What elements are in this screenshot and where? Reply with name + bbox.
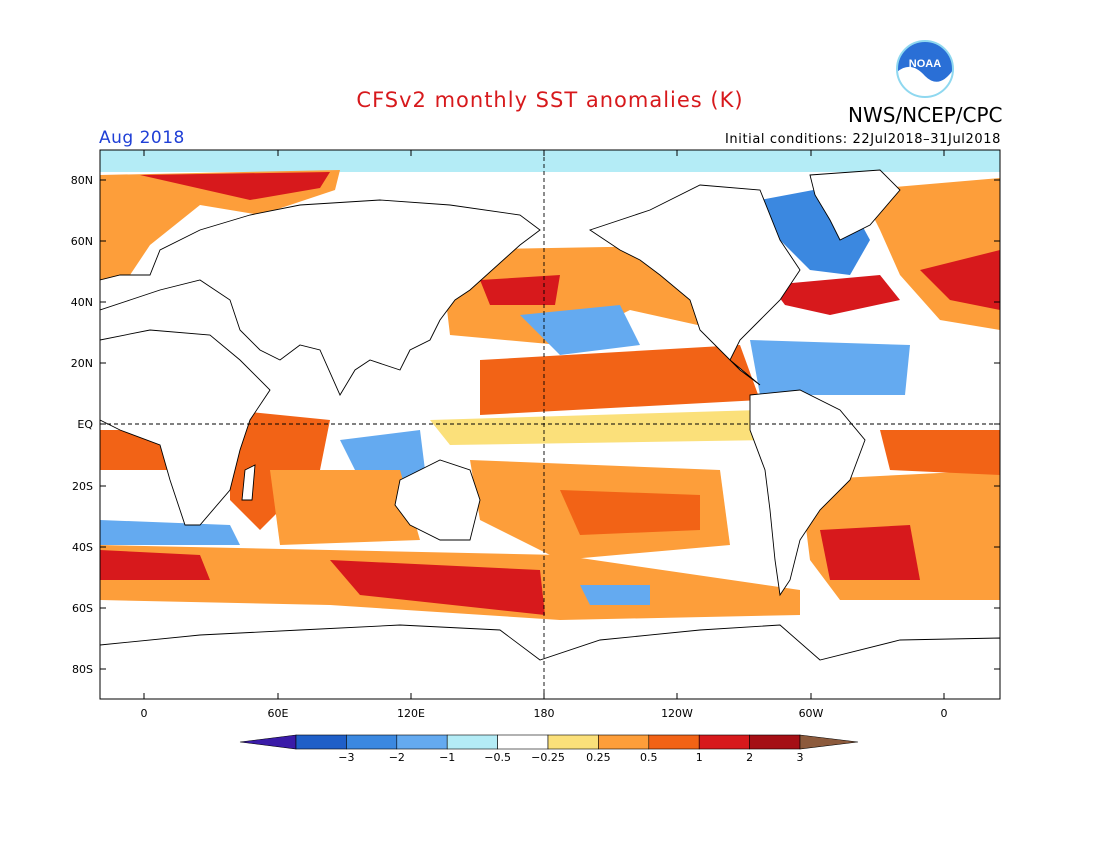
north-pacific-warm xyxy=(440,245,720,345)
lat-label: EQ xyxy=(77,418,93,431)
lon-label: 120E xyxy=(397,707,425,720)
initial-conditions: Initial conditions: 22Jul2018–31Jul2018 xyxy=(724,132,1001,147)
colorbar-label: −0.5 xyxy=(484,751,511,764)
longitude-axis: 0 60E 120E 180 120W 60W 0 xyxy=(141,150,948,720)
lat-label: 40N xyxy=(71,296,93,309)
svg-text:NOAA: NOAA xyxy=(909,58,941,70)
eurasia-africa-land xyxy=(100,199,541,396)
subtropical-pacific-warm xyxy=(480,345,760,415)
australia-land xyxy=(394,459,481,541)
south-america-land xyxy=(749,389,866,597)
lat-label: 20N xyxy=(71,357,93,370)
colorbar-box xyxy=(446,734,498,750)
southern-ocean-core-warm xyxy=(330,560,545,615)
colorbar-label: 2 xyxy=(746,751,753,764)
kuroshio-warm xyxy=(480,275,560,305)
colorbar-label: −2 xyxy=(389,751,405,764)
central-north-pacific-cool xyxy=(520,305,640,355)
south-pacific-core-warm xyxy=(560,490,700,535)
lat-label: 40S xyxy=(72,541,93,554)
south-atlantic-east-cool xyxy=(100,520,240,545)
lon-label: 60E xyxy=(268,707,289,720)
barents-warm xyxy=(140,172,330,200)
greenland-land xyxy=(809,169,901,241)
tropical-south-atlantic-warm xyxy=(880,430,1000,475)
antarctica-land xyxy=(100,624,1000,699)
colorbar-label: 0.25 xyxy=(586,751,611,764)
lat-label: 60N xyxy=(71,235,93,248)
colorbar-min-triangle xyxy=(239,734,297,750)
colorbar-label: −0.25 xyxy=(531,751,565,764)
south-atlantic-core-warm xyxy=(820,525,920,580)
continents xyxy=(100,169,1000,699)
equatorial-pacific-weak-warm xyxy=(430,410,770,445)
north-america-land xyxy=(588,184,801,386)
colorbar-max-triangle xyxy=(799,734,859,750)
uk-warm xyxy=(920,250,1000,310)
colorbar-label: −1 xyxy=(439,751,455,764)
colorbar-box xyxy=(497,734,549,750)
forecast-month: Aug 2018 xyxy=(99,128,185,148)
colorbar-label: 1 xyxy=(696,751,703,764)
lon-label: 0 xyxy=(941,707,948,720)
chart-title: CFSv2 monthly SST anomalies (K) xyxy=(356,88,744,112)
colorbar-box xyxy=(598,734,650,750)
colorbar-box xyxy=(547,734,599,750)
lat-label: 20S xyxy=(72,480,93,493)
lat-label: 80N xyxy=(71,174,93,187)
gulf-stream-warm xyxy=(770,275,900,315)
colorbar-box xyxy=(346,734,398,750)
colorbar-box xyxy=(749,734,801,750)
organization-label: NWS/NCEP/CPC xyxy=(848,103,1003,127)
colorbar-label: 3 xyxy=(797,751,804,764)
south-atlantic-sector-warm xyxy=(100,550,210,580)
madagascar-land xyxy=(241,464,256,501)
lon-label: 180 xyxy=(534,707,555,720)
lon-label: 0 xyxy=(141,707,148,720)
colorbar-box xyxy=(295,734,347,750)
noaa-logo: NOAA xyxy=(896,40,954,98)
pacific-southern-cool xyxy=(580,585,650,605)
arctic-cool-band xyxy=(100,150,1000,172)
tropical-atlantic-cool xyxy=(750,340,910,395)
map-field xyxy=(100,150,1000,699)
colorbar: −3 −2 −1 −0.5 −0.25 0.25 0.5 1 2 3 xyxy=(239,734,859,764)
latitude-axis: 80N 60N 40N 20N EQ 20S 40S 60S 80S xyxy=(71,174,1000,676)
lon-label: 120W xyxy=(661,707,693,720)
colorbar-label: 0.5 xyxy=(640,751,658,764)
south-indian-warm xyxy=(270,470,420,545)
colorbar-box xyxy=(698,734,750,750)
lon-label: 60W xyxy=(799,707,824,720)
colorbar-box xyxy=(396,734,448,750)
colorbar-box xyxy=(648,734,700,750)
north-atlantic-warm xyxy=(100,170,340,300)
africa-land xyxy=(100,329,271,526)
lat-label: 60S xyxy=(72,602,93,615)
lat-label: 80S xyxy=(72,663,93,676)
colorbar-label: −3 xyxy=(338,751,354,764)
